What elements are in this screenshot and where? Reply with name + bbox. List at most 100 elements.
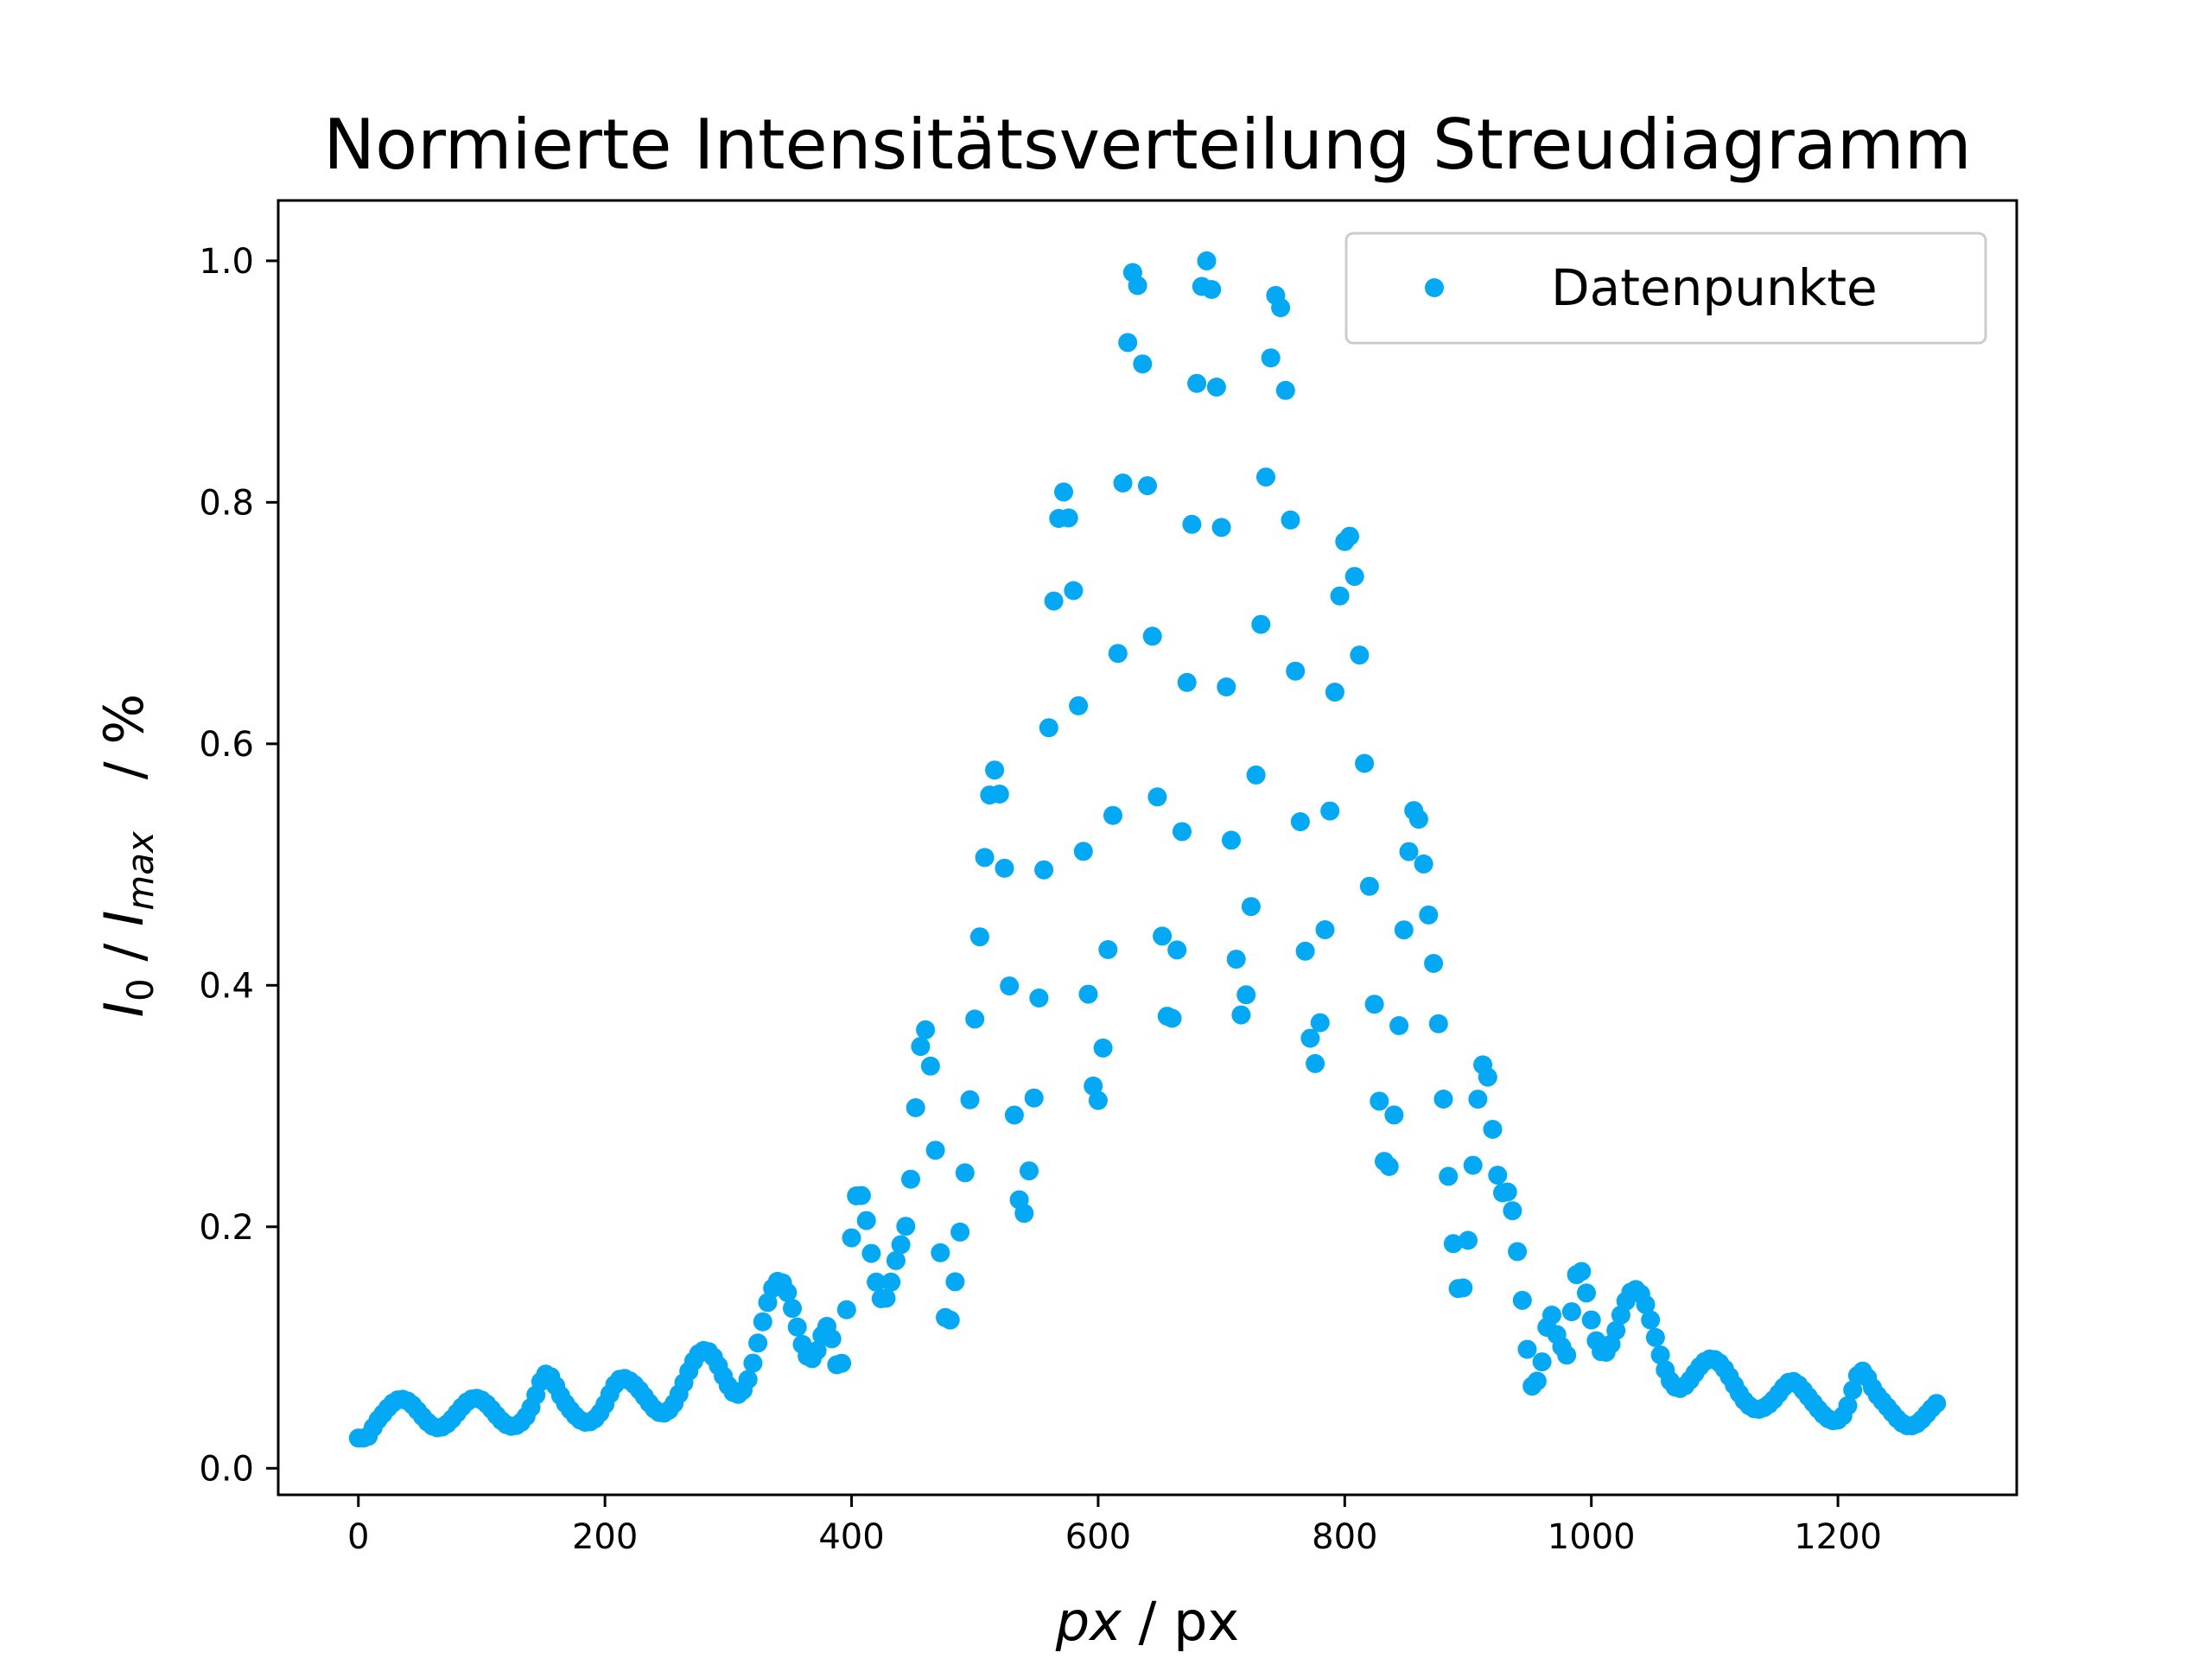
data-point: [920, 1056, 940, 1076]
data-point: [1433, 1090, 1453, 1109]
data-point: [1424, 954, 1444, 973]
data-point: [906, 1098, 925, 1117]
data-point: [1167, 940, 1187, 960]
data-point: [1453, 1278, 1473, 1298]
data-point: [955, 1163, 975, 1183]
data-point: [1039, 718, 1058, 738]
data-point: [1177, 672, 1197, 692]
data-point: [1286, 661, 1306, 681]
data-point: [1128, 276, 1147, 296]
data-point: [931, 1243, 950, 1262]
x-axis-label-variable: px: [1055, 1590, 1122, 1653]
data-point: [778, 1282, 798, 1302]
legend-marker: [1425, 278, 1444, 297]
scatter-points: [348, 251, 1947, 1448]
data-point: [1004, 1105, 1024, 1125]
data-point: [1290, 812, 1310, 831]
y-axis-label-i0-sub: 0: [119, 978, 162, 1001]
data-point: [1142, 626, 1162, 646]
data-point: [1350, 645, 1370, 665]
data-point: [1463, 1155, 1483, 1175]
data-point: [1153, 926, 1173, 946]
data-point: [975, 848, 995, 868]
data-point: [1408, 810, 1428, 830]
data-point: [1641, 1310, 1661, 1330]
data-point: [738, 1370, 758, 1389]
data-point: [1340, 526, 1359, 546]
data-point: [1581, 1310, 1601, 1330]
data-point: [1838, 1395, 1858, 1415]
data-point: [1261, 348, 1281, 368]
x-axis-label: px / px: [1055, 1590, 1239, 1653]
data-point: [1364, 995, 1384, 1014]
data-point: [832, 1353, 852, 1373]
data-point: [1024, 1088, 1044, 1108]
data-point: [1054, 482, 1073, 502]
data-point: [1389, 1016, 1409, 1035]
data-point: [1103, 805, 1122, 825]
data-point: [851, 1185, 871, 1205]
data-point: [886, 1250, 906, 1270]
data-point: [896, 1217, 916, 1236]
data-point: [1512, 1290, 1532, 1310]
legend: Datenpunkte: [1344, 232, 1987, 345]
data-point: [1118, 333, 1138, 353]
data-point: [1256, 467, 1275, 487]
data-point: [1098, 940, 1118, 959]
data-point: [1231, 1005, 1251, 1025]
x-axis-label-unit: / px: [1122, 1590, 1239, 1653]
data-point: [1394, 920, 1414, 940]
data-point: [881, 1272, 901, 1292]
data-point: [1459, 1230, 1478, 1250]
data-point: [989, 785, 1009, 804]
data-point: [1517, 1339, 1537, 1359]
data-point: [1173, 822, 1192, 842]
data-point: [1478, 1067, 1497, 1087]
data-point: [1044, 591, 1064, 611]
data-point: [1561, 1302, 1581, 1322]
data-point: [1295, 941, 1315, 961]
data-point: [1344, 567, 1364, 587]
data-point: [1355, 753, 1375, 773]
data-point: [1330, 586, 1350, 606]
data-point: [1325, 683, 1344, 702]
data-point: [1399, 842, 1419, 861]
data-point: [1281, 510, 1300, 530]
data-point: [1078, 984, 1098, 1004]
data-point: [1310, 1013, 1330, 1033]
data-point: [856, 1211, 876, 1230]
data-point: [1606, 1320, 1626, 1340]
data-point: [1217, 677, 1236, 696]
data-point: [940, 1310, 960, 1330]
data-point: [950, 1222, 970, 1242]
data-point: [743, 1353, 763, 1373]
data-point: [1419, 905, 1439, 925]
data-point: [1206, 378, 1226, 397]
data-point: [787, 1317, 807, 1337]
data-point: [1251, 614, 1271, 634]
data-point: [1084, 1076, 1103, 1096]
data-point: [1927, 1394, 1947, 1414]
data-point: [1650, 1345, 1670, 1365]
data-point: [1503, 1201, 1522, 1221]
data-point: [758, 1293, 778, 1313]
data-point: [1370, 1091, 1389, 1111]
data-point: [753, 1312, 772, 1332]
y-tick-label: 0.2: [199, 1208, 254, 1248]
data-point: [1182, 514, 1202, 534]
data-point: [1069, 696, 1089, 715]
x-tick-label: 600: [1065, 1517, 1131, 1557]
data-point: [1222, 830, 1241, 850]
y-axis-label-sep: /: [92, 926, 156, 978]
data-point: [861, 1243, 881, 1263]
data-point: [965, 1009, 985, 1029]
data-point: [901, 1169, 920, 1189]
data-point: [1359, 876, 1379, 896]
data-point: [1133, 354, 1153, 374]
data-point: [1226, 950, 1246, 969]
data-point: [1271, 298, 1291, 318]
y-axis-label-unit: / %: [92, 694, 156, 780]
data-point: [1306, 1053, 1325, 1073]
data-point: [1577, 1283, 1596, 1303]
x-tick-label: 0: [347, 1517, 369, 1557]
